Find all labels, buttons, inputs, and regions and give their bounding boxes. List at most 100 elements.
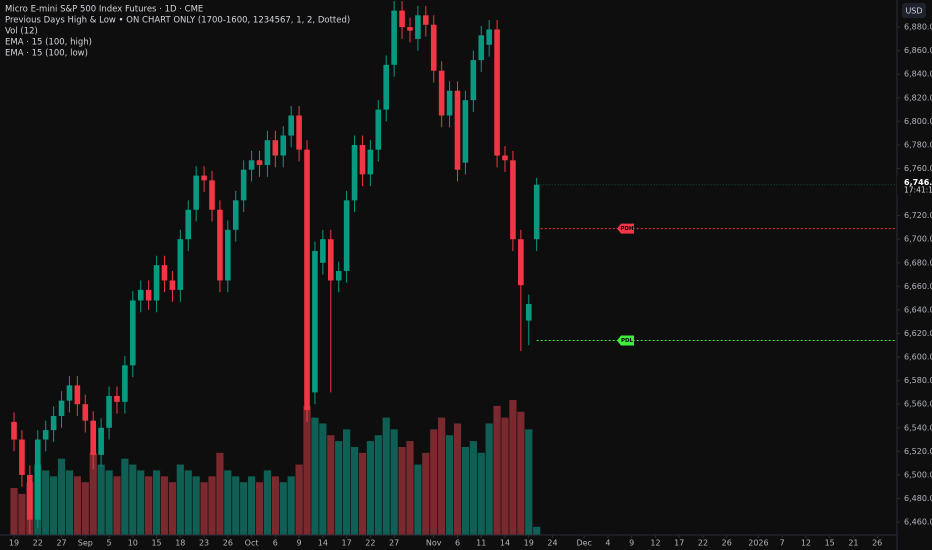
candle-body	[169, 280, 176, 290]
currency-label[interactable]: USD	[905, 7, 922, 16]
level-tag	[617, 223, 634, 234]
volume-bar	[414, 464, 422, 535]
candle-body	[510, 160, 516, 240]
volume-bar	[438, 417, 446, 535]
candle-body	[438, 70, 445, 116]
candle-body	[106, 395, 112, 428]
y-tick-label: 6,520.00	[904, 447, 932, 456]
x-tick-label: 27	[56, 539, 66, 548]
x-tick-label: 18	[175, 539, 185, 548]
candle-body	[240, 169, 247, 201]
volume-bar	[89, 452, 97, 535]
candle-body	[50, 415, 57, 431]
x-tick-label: 12	[801, 539, 811, 548]
candle-body	[280, 135, 287, 156]
level-label: PDL	[621, 338, 634, 344]
volume-bar	[406, 441, 414, 535]
candle-body	[391, 10, 397, 65]
x-tick-label: 19	[9, 539, 19, 548]
candle-body	[312, 251, 318, 393]
volume-bar	[525, 429, 533, 535]
volume-bar	[533, 526, 541, 535]
x-tick-label: 26	[223, 539, 233, 548]
candle-body	[423, 15, 429, 25]
candle-body	[11, 421, 17, 440]
x-tick-label: 17	[342, 539, 352, 548]
x-tick-label: 17	[674, 539, 684, 548]
candle-body	[161, 265, 168, 281]
candle-body	[343, 200, 350, 272]
volume-bar	[176, 464, 184, 535]
candle-body	[296, 115, 302, 150]
volume-bar	[319, 423, 327, 535]
y-tick-label: 6,680.00	[904, 258, 932, 267]
x-tick-label: 21	[848, 539, 858, 548]
candle-body	[98, 427, 104, 455]
x-tick-label: 26	[722, 539, 732, 548]
candle-body	[209, 180, 215, 210]
x-tick-label: 24	[547, 539, 557, 548]
volume-bar	[493, 405, 501, 535]
indicator-label: EMA · 15 (100, high)	[5, 38, 92, 48]
volume-bar	[453, 423, 462, 535]
currency-button[interactable]	[902, 3, 926, 18]
y-tick-label: 6,820.00	[904, 93, 932, 102]
volume-bar	[374, 435, 382, 535]
volume-bar	[145, 476, 153, 535]
candle-body	[264, 140, 271, 165]
y-tick-label: 6,540.00	[904, 423, 932, 432]
candle-body	[66, 385, 73, 401]
level-label: PDH	[620, 226, 634, 232]
x-tick-label: 22	[33, 539, 43, 548]
volume-bar	[358, 452, 367, 535]
x-tick-label: 6	[273, 539, 278, 548]
volume-bar	[335, 441, 343, 535]
volume-bar	[224, 470, 232, 535]
candle-body	[320, 239, 326, 263]
volume-bar	[97, 464, 105, 535]
candle-body	[446, 90, 453, 116]
candle-body	[34, 439, 41, 520]
x-tick-label: 5	[106, 539, 111, 548]
candle-body	[486, 29, 492, 45]
volume-bar	[168, 482, 176, 535]
y-tick-label: 6,500.00	[904, 470, 932, 479]
x-tick-label: 26	[872, 539, 882, 548]
candle-body	[502, 155, 508, 161]
candle-body	[288, 115, 294, 136]
candle-body	[533, 184, 540, 240]
x-tick-label: Dec	[576, 539, 591, 548]
indicator-label: EMA · 15 (100, low)	[5, 49, 88, 59]
volume-bar	[152, 470, 161, 535]
y-tick-label: 6,840.00	[904, 70, 932, 79]
volume-bar	[422, 452, 430, 535]
y-tick-label: 6,700.00	[904, 235, 932, 244]
volume-bar	[445, 435, 454, 535]
x-tick-label: 14	[500, 539, 510, 548]
volume-bar	[105, 470, 113, 535]
candle-body	[177, 239, 184, 290]
candle-body	[145, 289, 152, 301]
volume-bar	[192, 476, 200, 535]
candle-body	[470, 60, 477, 101]
volume-bar	[232, 476, 240, 535]
x-tick-label: 4	[605, 539, 610, 548]
volume-bar	[200, 482, 208, 535]
x-tick-label: 9	[629, 539, 634, 548]
volume-bar	[247, 476, 256, 535]
candle-body	[42, 430, 49, 440]
volume-bar	[327, 435, 335, 535]
candle-body	[193, 175, 199, 210]
x-tick-label: 12	[650, 539, 660, 548]
candle-body	[248, 160, 255, 170]
y-tick-label: 6,600.00	[904, 353, 932, 362]
x-tick-label: Oct	[245, 539, 259, 548]
candle-body	[415, 15, 421, 39]
x-tick-label: 22	[365, 539, 375, 548]
candle-body	[256, 160, 263, 165]
axes: 6,460.00 6,480.00 6,500.00 6,520.00 6,540.00…	[9, 23, 932, 548]
volume-bar	[50, 476, 58, 535]
volume-bar	[485, 423, 493, 535]
candle-body	[114, 395, 120, 402]
volume-bar	[477, 452, 485, 535]
